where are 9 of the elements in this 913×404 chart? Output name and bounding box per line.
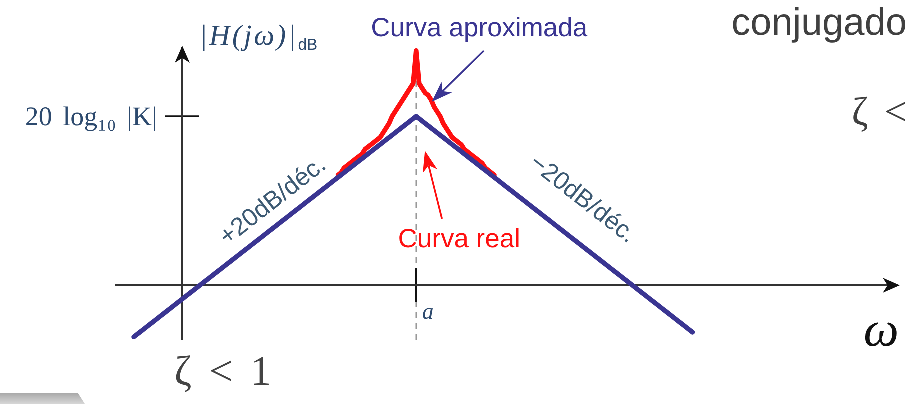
annotation: a [422,298,434,324]
legend-label: Curva real [398,223,520,254]
text: ζ < [852,88,907,135]
ref-line-label: 20 log₁₀ |K| [25,101,158,132]
chart-title: conjugado [732,2,907,45]
y-axis-title: |H(jω)|$_{dB}$ [199,20,318,55]
x-axis-title: ω [864,300,899,358]
text: ζ < 1 [174,348,272,396]
text: Curva aproximada [371,12,588,44]
